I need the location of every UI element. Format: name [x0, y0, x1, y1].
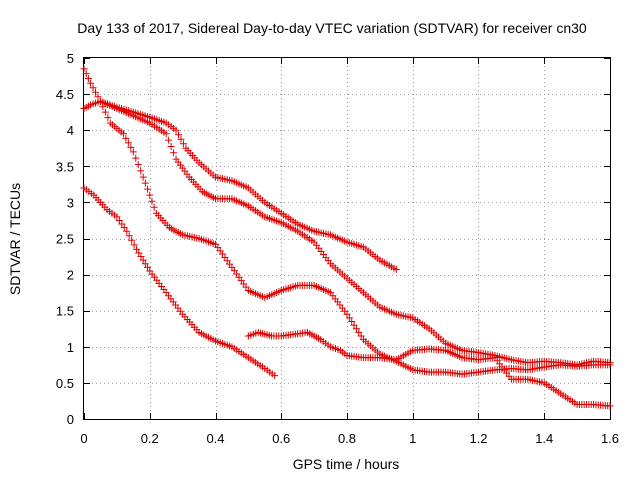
data-point-marker: [134, 160, 142, 168]
data-point-marker: [122, 134, 130, 142]
x-tick-label: 0.6: [272, 431, 290, 446]
data-point-marker: [120, 224, 128, 232]
data-point-marker: [355, 328, 363, 336]
data-point-marker: [146, 191, 154, 199]
data-point-marker: [80, 65, 88, 73]
data-point-marker: [357, 332, 365, 340]
data-point-marker: [162, 130, 170, 138]
data-point-marker: [139, 256, 147, 264]
y-tick-label: 2.5: [56, 232, 74, 247]
series-track-2: [80, 97, 614, 369]
y-tick-label: 0: [67, 412, 74, 427]
x-tick-label: 1.2: [469, 431, 487, 446]
data-point-marker: [139, 173, 147, 181]
data-point-marker: [148, 197, 156, 205]
y-tick-label: 4.5: [56, 87, 74, 102]
data-point-marker: [115, 216, 123, 224]
grid-layer: [84, 58, 610, 419]
series-layer: [80, 65, 614, 410]
data-point-marker: [141, 179, 149, 187]
data-point-marker: [352, 325, 360, 333]
data-point-marker: [172, 126, 180, 134]
data-point-marker: [170, 149, 178, 157]
data-point-marker: [87, 79, 95, 87]
data-point-marker: [92, 88, 100, 96]
y-tick-label: 1.5: [56, 304, 74, 319]
data-point-marker: [175, 131, 183, 139]
data-point-marker: [118, 220, 126, 228]
data-point-marker: [129, 148, 137, 156]
data-point-marker: [101, 108, 109, 116]
y-tick-label: 3: [67, 195, 74, 210]
y-axis-label: SDTVAR / TECUs: [7, 183, 23, 295]
data-point-marker: [128, 236, 136, 244]
data-point-marker: [137, 167, 145, 175]
data-point-marker: [82, 70, 90, 78]
data-point-marker: [125, 232, 133, 240]
data-point-marker: [606, 359, 614, 367]
x-tick-label: 0.8: [338, 431, 356, 446]
series-track-5: [244, 328, 614, 410]
data-point-marker: [124, 139, 132, 147]
data-point-marker: [119, 130, 127, 138]
data-point-marker: [343, 310, 351, 318]
y-tick-label: 0.5: [56, 376, 74, 391]
data-point-marker: [150, 203, 158, 211]
data-point-marker: [144, 263, 152, 271]
data-point-marker: [133, 245, 141, 253]
data-point-marker: [130, 241, 138, 249]
x-axis-label: GPS time / hours: [293, 456, 400, 472]
data-point-marker: [167, 142, 175, 150]
series-track-4: [80, 184, 279, 380]
x-tick-label: 1.6: [601, 431, 619, 446]
x-tick-label: 1: [409, 431, 416, 446]
data-point-marker: [89, 84, 97, 92]
data-point-marker: [141, 260, 149, 268]
x-tick-label: 0.2: [141, 431, 159, 446]
chart-title: Day 133 of 2017, Sidereal Day-to-day VTE…: [77, 20, 587, 36]
plot-frame: [83, 57, 611, 420]
data-point-marker: [177, 135, 185, 143]
data-point-marker: [345, 314, 353, 322]
x-tick-label: 0: [80, 431, 87, 446]
series-track-3: [96, 97, 400, 274]
data-point-marker: [179, 140, 187, 148]
y-tick-label: 5: [67, 51, 74, 66]
data-point-marker: [123, 227, 131, 235]
x-tick-label: 0.4: [206, 431, 224, 446]
data-point-marker: [127, 143, 135, 151]
data-point-marker: [392, 266, 400, 274]
data-point-marker: [606, 402, 614, 410]
data-point-marker: [144, 185, 152, 193]
y-tick-label: 2: [67, 268, 74, 283]
data-point-marker: [113, 213, 121, 221]
y-tick-label: 4: [67, 123, 74, 138]
tick-layer: 0 0.2 0.4 0.6 0.8 1 1.2 1.4 1.6 0 0.5 1 1.5 2 2.5 3 3.5 4…: [56, 51, 619, 446]
data-point-marker: [165, 136, 173, 144]
y-tick-label: 1: [67, 340, 74, 355]
data-point-marker: [137, 253, 145, 261]
x-tick-label: 1.4: [535, 431, 553, 446]
data-point-marker: [104, 114, 112, 122]
data-point-marker: [348, 318, 356, 326]
data-point-marker: [350, 321, 358, 329]
data-point-marker: [84, 74, 92, 82]
data-point-marker: [135, 249, 143, 257]
y-tick-label: 3.5: [56, 159, 74, 174]
data-point-marker: [132, 154, 140, 162]
data-point-marker: [271, 372, 279, 380]
